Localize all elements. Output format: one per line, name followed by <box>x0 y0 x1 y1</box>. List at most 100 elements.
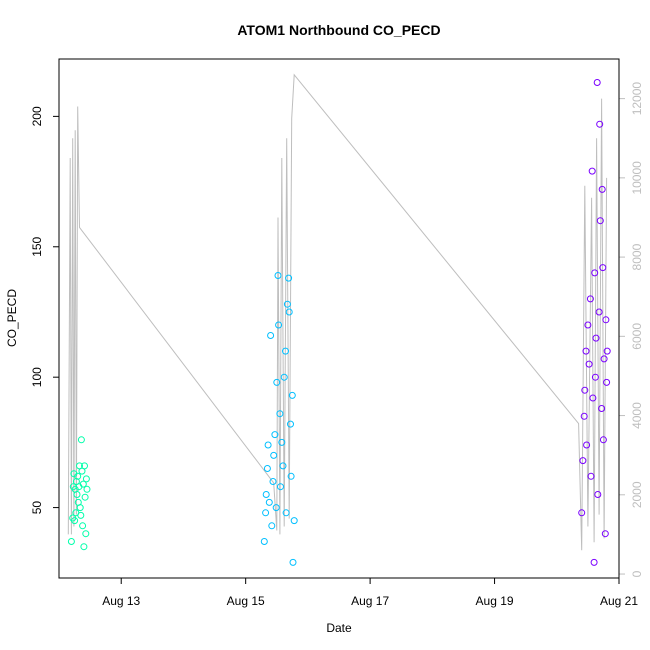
data-point <box>599 436 607 444</box>
data-point <box>272 504 280 512</box>
x-tick-label: Aug 21 <box>600 594 638 608</box>
data-point <box>80 543 88 551</box>
data-point-layer <box>67 79 611 566</box>
data-point <box>265 498 273 506</box>
data-point <box>260 538 268 545</box>
data-point <box>586 295 594 303</box>
chart-title: ATOM1 Northbound CO_PECD <box>237 22 440 38</box>
data-point <box>81 462 88 470</box>
data-point <box>279 462 287 470</box>
data-point <box>579 457 587 465</box>
data-point <box>581 386 589 394</box>
data-point <box>81 493 89 501</box>
data-point <box>583 441 591 449</box>
y-tick-label: 50 <box>30 501 44 515</box>
data-point <box>584 321 592 329</box>
data-point <box>83 485 91 493</box>
data-point <box>282 347 289 355</box>
data-point <box>590 558 598 566</box>
y2-tick-label: 10000 <box>630 161 644 195</box>
data-point <box>82 530 90 538</box>
data-point <box>77 436 85 444</box>
data-point <box>290 517 298 525</box>
y-axis-label: CO_PECD <box>5 289 19 347</box>
data-point <box>287 420 294 428</box>
data-point <box>592 334 600 342</box>
data-point <box>79 480 87 488</box>
data-point <box>285 308 293 316</box>
data-point <box>77 511 85 519</box>
data-point <box>268 522 276 530</box>
data-point <box>79 522 87 530</box>
data-point <box>591 373 599 381</box>
series-group-0 <box>67 436 91 551</box>
axis-layer: Aug 13 Aug 15 Aug 17 Aug 19 Aug 21 50 100 150 20… <box>30 82 644 608</box>
data-point <box>73 491 81 498</box>
data-point <box>580 412 588 420</box>
data-point <box>285 274 293 282</box>
data-point <box>269 478 277 485</box>
data-point <box>603 378 611 386</box>
data-point <box>71 517 79 525</box>
data-point <box>277 483 284 491</box>
series-group-2 <box>578 79 611 566</box>
series-group-1 <box>260 272 298 566</box>
x-tick-label: Aug 15 <box>227 594 265 608</box>
data-point <box>596 120 604 128</box>
y2-tick-label: 4000 <box>630 402 644 429</box>
data-point <box>76 504 84 512</box>
data-point <box>596 217 604 225</box>
data-point <box>270 451 278 459</box>
data-point <box>67 538 75 545</box>
y-tick-label: 100 <box>30 367 44 387</box>
data-point <box>262 491 270 498</box>
data-point <box>600 355 608 363</box>
data-point <box>271 431 279 439</box>
data-point <box>601 530 609 538</box>
secondary-series-line-0 <box>67 73 608 551</box>
data-point <box>275 321 283 329</box>
y2-tick-label: 2000 <box>630 481 644 508</box>
data-point <box>599 264 607 272</box>
y2-tick-label: 6000 <box>630 323 644 350</box>
x-axis-label: Date <box>326 621 352 635</box>
data-point <box>273 378 281 386</box>
data-point <box>578 509 586 517</box>
y2-tick-label: 12000 <box>630 82 644 116</box>
data-point <box>264 441 272 449</box>
plot-frame <box>58 58 620 579</box>
data-point <box>280 373 288 381</box>
data-point <box>591 269 599 277</box>
data-point <box>283 300 291 308</box>
data-point <box>74 472 82 480</box>
data-point <box>598 185 606 193</box>
data-point <box>598 405 606 412</box>
data-point <box>587 472 595 480</box>
data-point <box>585 360 593 368</box>
data-point <box>595 308 603 316</box>
data-point <box>588 167 596 175</box>
data-point <box>263 465 271 472</box>
data-point <box>602 316 610 324</box>
data-point <box>589 394 597 402</box>
x-tick-label: Aug 13 <box>102 594 140 608</box>
data-point <box>593 79 601 86</box>
data-point <box>287 472 295 480</box>
data-point <box>278 438 286 446</box>
data-point <box>82 475 90 483</box>
data-point <box>582 347 590 355</box>
data-point <box>276 410 284 418</box>
data-point <box>288 391 296 399</box>
data-point <box>282 509 290 517</box>
y-tick-label: 200 <box>30 106 44 126</box>
data-point <box>603 347 611 355</box>
data-point <box>267 332 275 339</box>
x-tick-label: Aug 17 <box>351 594 389 608</box>
y-tick-label: 150 <box>30 236 44 256</box>
data-point <box>289 558 297 566</box>
y2-tick-label: 8000 <box>630 243 644 270</box>
data-point <box>594 491 602 498</box>
x-tick-label: Aug 19 <box>476 594 514 608</box>
data-point <box>262 509 270 517</box>
